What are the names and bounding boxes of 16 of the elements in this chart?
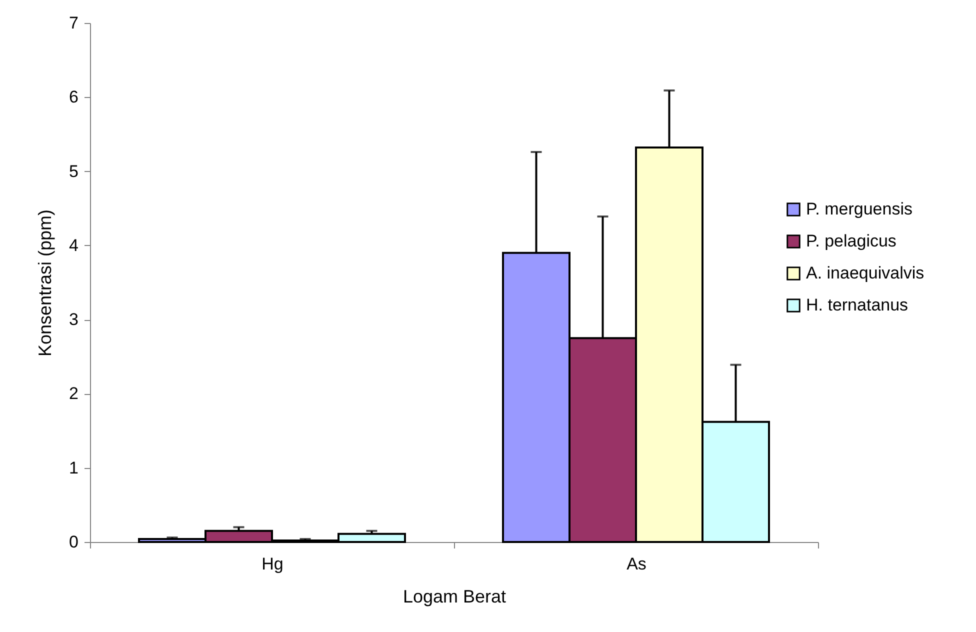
legend-label: A. inaequivalvis [806,264,924,282]
y-tick-label: 5 [69,162,78,181]
y-tick-label: 4 [69,236,78,255]
legend-label: P. pelagicus [806,232,896,250]
y-axis-title: Konsentrasi (ppm) [35,209,56,357]
legend-label: H. ternatanus [806,296,908,314]
y-tick-label: 0 [69,532,78,552]
y-tick-label: 2 [69,384,78,404]
x-tick-label: Hg [262,554,284,574]
x-tick-label: As [626,554,646,574]
y-tick-label: 1 [69,458,78,478]
legend-label: P. merguensis [806,200,912,218]
x-axis-title: Logam Berat [402,586,506,606]
y-tick-label: 7 [69,14,78,32]
y-tick-label: 6 [69,88,78,107]
y-tick-label: 3 [69,310,78,330]
